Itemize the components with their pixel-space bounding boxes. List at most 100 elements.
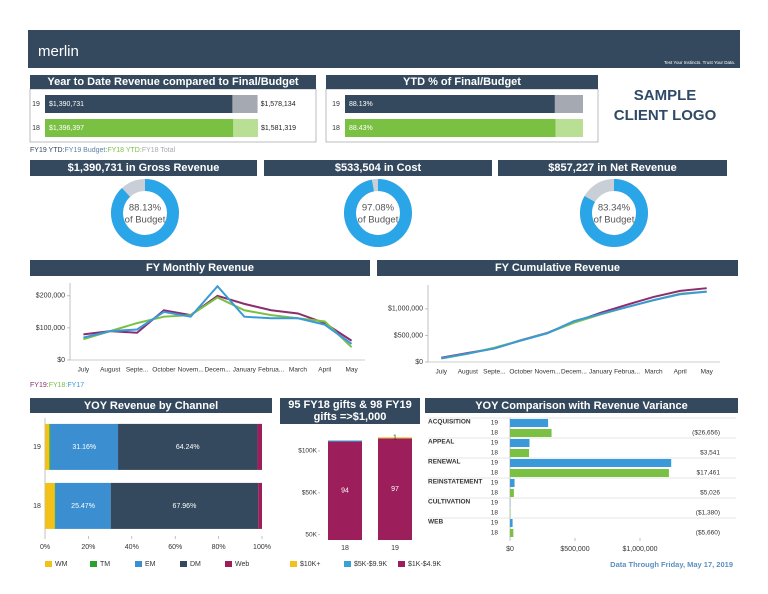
legend-label: TM bbox=[100, 561, 110, 568]
series-line bbox=[83, 296, 353, 348]
value-label: 94 bbox=[341, 488, 349, 495]
y-tick-label: $200,000 bbox=[36, 293, 65, 300]
series-label: 18 bbox=[491, 490, 499, 497]
x-tick-label: Decem... bbox=[561, 369, 587, 376]
panel-frame bbox=[325, 88, 599, 143]
value-label: 1 bbox=[393, 435, 397, 442]
x-tick-label: $0 bbox=[506, 546, 514, 553]
bar bbox=[510, 439, 530, 447]
legend-label: FY18 YTD: bbox=[107, 147, 142, 154]
bar bbox=[345, 119, 556, 137]
series-label: 18 bbox=[491, 450, 499, 457]
value-label: 88.13% bbox=[349, 101, 373, 108]
x-tick-label: October bbox=[152, 367, 176, 374]
variance-label: $3,541 bbox=[700, 450, 720, 457]
value-label: 88.43% bbox=[349, 125, 373, 132]
x-tick-label: April bbox=[674, 369, 688, 376]
x-tick-label: 0% bbox=[40, 544, 50, 551]
value-label: 25.47% bbox=[71, 503, 95, 510]
category-label: 18 bbox=[33, 503, 41, 510]
bar-segment bbox=[378, 438, 412, 540]
donut-value: 83.34% bbox=[598, 203, 631, 214]
bar-segment bbox=[328, 441, 362, 540]
x-tick-label: Februa... bbox=[258, 367, 284, 374]
variance-label: ($26,656) bbox=[692, 430, 720, 437]
variance-label: $17,461 bbox=[697, 470, 721, 477]
series-label: 18 bbox=[491, 510, 499, 517]
legend-label: FY19: bbox=[30, 382, 49, 389]
series-label: 19 bbox=[491, 480, 499, 487]
bar bbox=[345, 95, 555, 113]
legend-label: FY19 Budget: bbox=[65, 147, 108, 154]
x-tick-label: July bbox=[78, 367, 90, 374]
bar bbox=[510, 449, 530, 457]
series-label: 19 bbox=[491, 520, 499, 527]
donut-value: 88.13% bbox=[129, 203, 162, 214]
y-tick-label: $0 bbox=[57, 357, 65, 364]
x-tick-label: May bbox=[701, 369, 714, 376]
bar bbox=[45, 95, 233, 113]
y-tick-label: $500,000 bbox=[394, 332, 423, 339]
series-line bbox=[441, 290, 707, 360]
x-tick-label: August bbox=[100, 367, 120, 374]
category-label: 18 bbox=[332, 125, 340, 132]
category-label: 19 bbox=[32, 101, 40, 108]
bar-segment bbox=[55, 482, 111, 529]
x-tick-label: August bbox=[458, 369, 478, 376]
variance-label: $5,026 bbox=[700, 490, 720, 497]
category-label: REINSTATEMENT bbox=[428, 479, 482, 486]
bar-segment bbox=[54, 482, 56, 529]
legend: FY19 YTD:FY19 Budget:FY18 YTD:FY18 Total bbox=[30, 147, 176, 154]
x-tick-label: Februa... bbox=[614, 369, 640, 376]
x-tick-label: 60% bbox=[168, 544, 182, 551]
x-tick-label: January bbox=[233, 367, 257, 374]
value-label: $1,396,397 bbox=[49, 125, 84, 132]
legend-label: FY18: bbox=[49, 382, 68, 389]
value-label: 64.24% bbox=[176, 444, 200, 451]
category-label: CULTIVATION bbox=[428, 499, 471, 506]
bar-segment bbox=[110, 482, 259, 529]
donut-arc bbox=[580, 179, 648, 247]
x-tick-label: 40% bbox=[125, 544, 139, 551]
donut-value: 97.08% bbox=[362, 203, 395, 214]
y-tick-label: 50K bbox=[305, 531, 317, 538]
bar-segment bbox=[45, 423, 50, 470]
category-label: 19 bbox=[332, 101, 340, 108]
bar-segment bbox=[50, 423, 119, 470]
x-tick-label: April bbox=[318, 367, 332, 374]
x-tick-label: Novem... bbox=[178, 367, 204, 374]
donut-caption: of Budget bbox=[358, 215, 399, 226]
bar bbox=[510, 429, 552, 437]
bar-segment bbox=[257, 423, 262, 470]
x-tick-label: 100% bbox=[253, 544, 271, 551]
x-tick-label: May bbox=[345, 367, 358, 374]
bar bbox=[510, 489, 514, 497]
y-tick-label: $0 bbox=[415, 359, 423, 366]
panel-frame bbox=[29, 88, 317, 143]
bar bbox=[510, 529, 514, 537]
bar bbox=[510, 459, 672, 467]
footer-note: Data Through Friday, May 17, 2019 bbox=[610, 560, 733, 569]
logo: merlin bbox=[38, 43, 79, 60]
bar-segment bbox=[258, 482, 262, 529]
variance-label: ($5,660) bbox=[696, 530, 720, 537]
bar bbox=[510, 419, 549, 427]
legend-swatch bbox=[225, 561, 232, 567]
legend-label: $1K-$4.9K bbox=[408, 561, 441, 568]
x-tick-label: Decem... bbox=[204, 367, 230, 374]
value-label: 67.96% bbox=[173, 503, 197, 510]
x-tick-label: March bbox=[645, 369, 663, 376]
legend-label: $10K+ bbox=[300, 561, 320, 568]
y-tick-label: $50K bbox=[302, 490, 318, 497]
value-label: 97 bbox=[391, 486, 399, 493]
y-tick-label: $100,000 bbox=[36, 325, 65, 332]
value-label: $1,581,319 bbox=[261, 125, 296, 132]
category-label: RENEWAL bbox=[428, 459, 461, 466]
legend-label: EM bbox=[145, 561, 156, 568]
legend-swatch bbox=[135, 561, 142, 567]
value-label: 31.16% bbox=[72, 444, 96, 451]
series-line bbox=[83, 284, 353, 345]
legend-label: $5K-$9.9K bbox=[354, 561, 387, 568]
legend-label: FY19 YTD: bbox=[30, 147, 65, 154]
